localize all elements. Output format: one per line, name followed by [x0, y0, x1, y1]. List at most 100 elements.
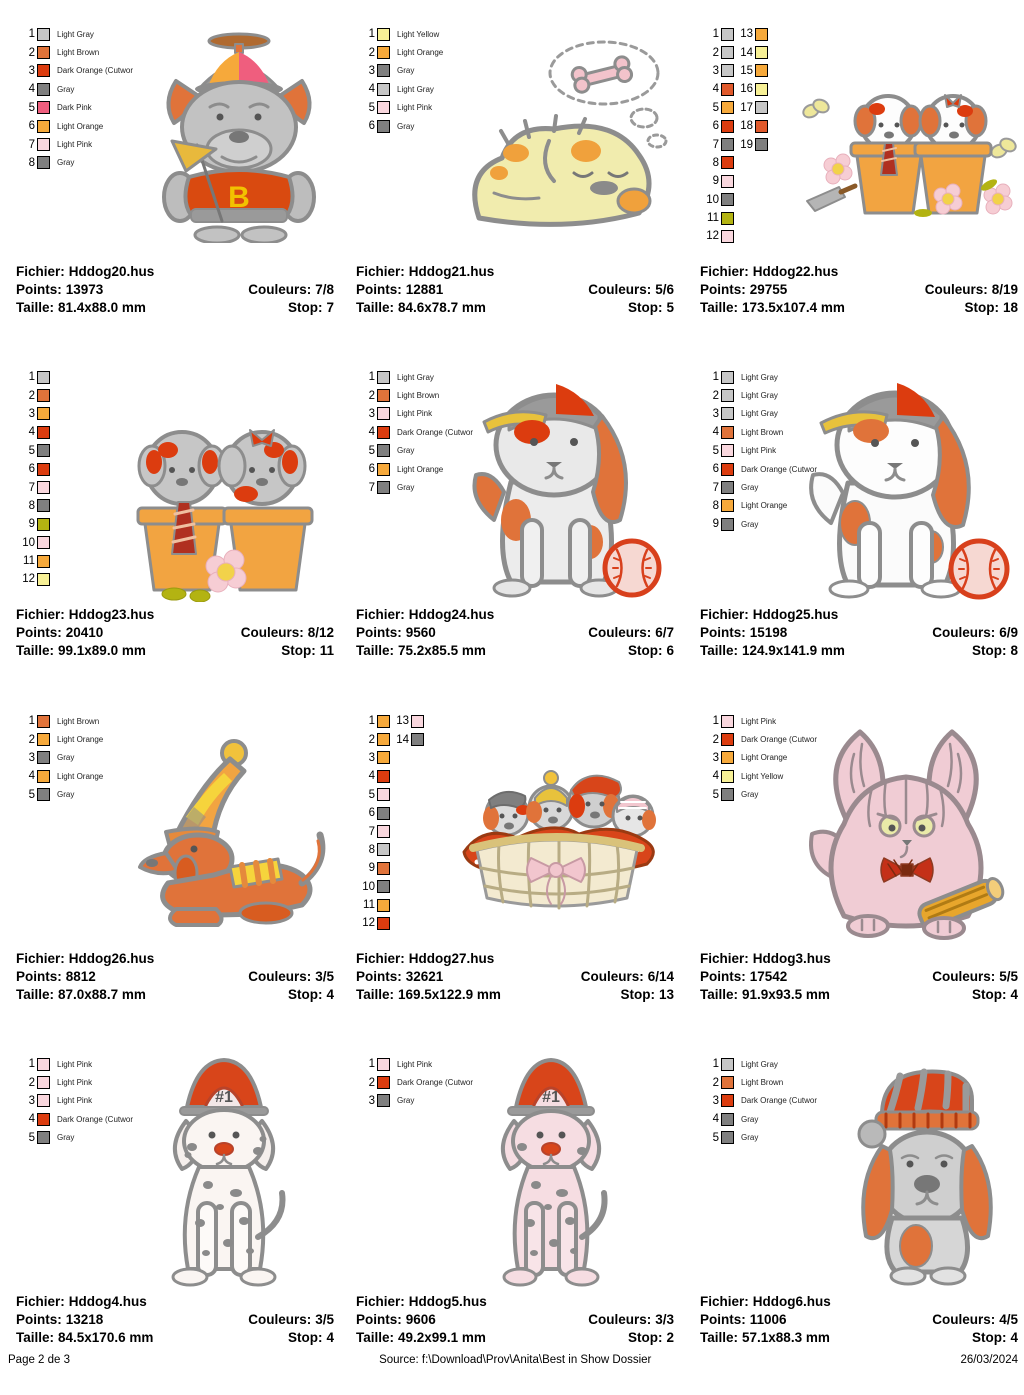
legend-item: 4 — [16, 423, 50, 441]
stop-line: Stop: 4 — [287, 1330, 334, 1345]
legend-item: 16 — [734, 80, 768, 98]
legend-item: 6 Light Orange — [356, 460, 473, 478]
stop-line: Stop: 11 — [281, 643, 334, 658]
design-card: 1 Light Brown 2 Light Orange 3 Gray 4 Light Ora… — [14, 712, 336, 1052]
legend-number: 4 — [712, 1113, 719, 1126]
legend-item: 4 Light Gray — [356, 80, 443, 98]
fichier-value: Hddog5.hus — [408, 1294, 487, 1309]
thread-color-legend: 1 Light Pink 2 Dark Orange (Cutwor 3 Light Or… — [700, 712, 817, 804]
legend-item: 7 Gray — [356, 478, 473, 496]
legend-item: 1 Light Gray — [16, 25, 133, 43]
color-swatch — [721, 733, 734, 747]
design-image: #1 — [142, 1055, 307, 1290]
color-swatch — [377, 101, 390, 115]
color-swatch — [37, 554, 50, 568]
color-swatch — [721, 462, 734, 476]
color-swatch — [37, 101, 50, 115]
legend-item: 4 — [700, 80, 734, 98]
couleurs-value: 6/14 — [647, 969, 674, 984]
design-card: 1 Light Gray 2 Light Brown 3 Light Pink 4 Dark … — [354, 368, 676, 708]
color-swatch — [377, 1094, 390, 1108]
legend-number: 3 — [712, 64, 719, 77]
legend-label: Light Pink — [57, 1078, 93, 1088]
taille-line: Taille: 169.5x122.9 mm — [356, 987, 501, 1002]
stop-value: 4 — [1010, 987, 1018, 1002]
legend-label: Gray — [741, 790, 759, 800]
legend-item: 1 Light Brown — [16, 712, 103, 730]
legend-number: 2 — [28, 1076, 35, 1089]
legend-number: 4 — [712, 426, 719, 439]
legend-label: Light Brown — [741, 427, 784, 437]
fichier-value: Hddog3.hus — [752, 951, 831, 966]
color-swatch — [377, 82, 390, 96]
legend-number: 6 — [712, 120, 719, 133]
legend-item: 5 Gray — [16, 786, 103, 804]
design-image — [454, 33, 672, 245]
legend-number: 1 — [712, 715, 719, 728]
legend-item: 10 — [700, 191, 734, 209]
legend-label: Light Gray — [397, 372, 434, 382]
design-card: 1 Light Gray 2 Light Brown 3 Dark Orange (Cut… — [698, 1055, 1020, 1395]
legend-item: 4 Gray — [700, 1110, 817, 1128]
legend-number: 5 — [368, 788, 375, 801]
legend-number: 2 — [28, 46, 35, 59]
legend-item: 4 Light Brown — [700, 423, 817, 441]
color-swatch — [721, 751, 734, 765]
legend-item: 2 Light Brown — [16, 43, 133, 61]
legend-number: 3 — [712, 751, 719, 764]
couleurs-line: Couleurs: 5/5 — [932, 969, 1018, 984]
points-line: Points: 12881 — [356, 282, 444, 297]
legend-label: Gray — [741, 519, 759, 529]
legend-label: Light Pink — [57, 1059, 93, 1069]
points-line: Points: 13973 — [16, 282, 104, 297]
legend-number: 4 — [28, 1113, 35, 1126]
points-value: 29755 — [749, 282, 788, 297]
design-card: 1 Light Pink 2 Dark Orange (Cutwor 3 Light Or… — [698, 712, 1020, 1052]
legend-item: 4 Dark Orange (Cutwor — [16, 1110, 133, 1128]
legend-item: 14 — [390, 730, 424, 748]
legend-label: Light Gray — [397, 84, 434, 94]
legend-number: 2 — [368, 1076, 375, 1089]
color-swatch — [377, 119, 390, 133]
design-image: B — [142, 25, 332, 243]
couleurs-value: 6/7 — [655, 625, 674, 640]
couleurs-line: Couleurs: 3/5 — [248, 1312, 334, 1327]
legend-label: Light Orange — [57, 121, 104, 131]
thread-color-legend: 1 Light Gray 2 Light Brown 3 Dark Orange (Cut… — [16, 25, 133, 172]
date: 26/03/2024 — [960, 1354, 1018, 1366]
taille-line: Taille: 124.9x141.9 mm — [700, 643, 845, 658]
legend-number: 1 — [368, 371, 375, 384]
points-value: 15198 — [749, 625, 788, 640]
legend-number: 14 — [740, 46, 753, 59]
taille-line: Taille: 84.6x78.7 mm — [356, 300, 486, 315]
color-swatch — [721, 370, 734, 384]
legend-number: 5 — [712, 101, 719, 114]
legend-number: 6 — [368, 463, 375, 476]
color-swatch — [411, 733, 424, 747]
legend-number: 17 — [740, 101, 753, 114]
legend-label: Dark Orange (Cutwor — [57, 66, 134, 76]
color-swatch — [37, 1057, 50, 1071]
legend-item: 5 Gray — [16, 1129, 133, 1147]
color-swatch — [721, 1131, 734, 1145]
color-swatch — [721, 211, 734, 225]
design-card: 1 Light Gray 2 Light Brown 3 Dark Orange (Cut… — [14, 25, 336, 365]
fichier-line: Fichier: Hddog6.hus — [700, 1294, 831, 1309]
legend-label: Light Pink — [741, 716, 777, 726]
legend-number: 5 — [28, 444, 35, 457]
taille-line: Taille: 84.5x170.6 mm — [16, 1330, 154, 1345]
color-swatch — [377, 880, 390, 894]
legend-item: 11 — [356, 896, 390, 914]
color-swatch — [377, 861, 390, 875]
color-swatch — [721, 64, 734, 78]
color-swatch — [377, 462, 390, 476]
thread-color-legend: 1 Light Brown 2 Light Orange 3 Gray 4 Light Ora… — [16, 712, 103, 804]
color-swatch — [721, 138, 734, 152]
color-swatch — [721, 1057, 734, 1071]
taille-line: Taille: 91.9x93.5 mm — [700, 987, 830, 1002]
legend-item: 8 — [356, 841, 390, 859]
legend-item: 2 Light Orange — [356, 43, 443, 61]
points-line: Points: 29755 — [700, 282, 788, 297]
legend-item: 1 — [356, 712, 390, 730]
legend-label: Gray — [57, 84, 75, 94]
